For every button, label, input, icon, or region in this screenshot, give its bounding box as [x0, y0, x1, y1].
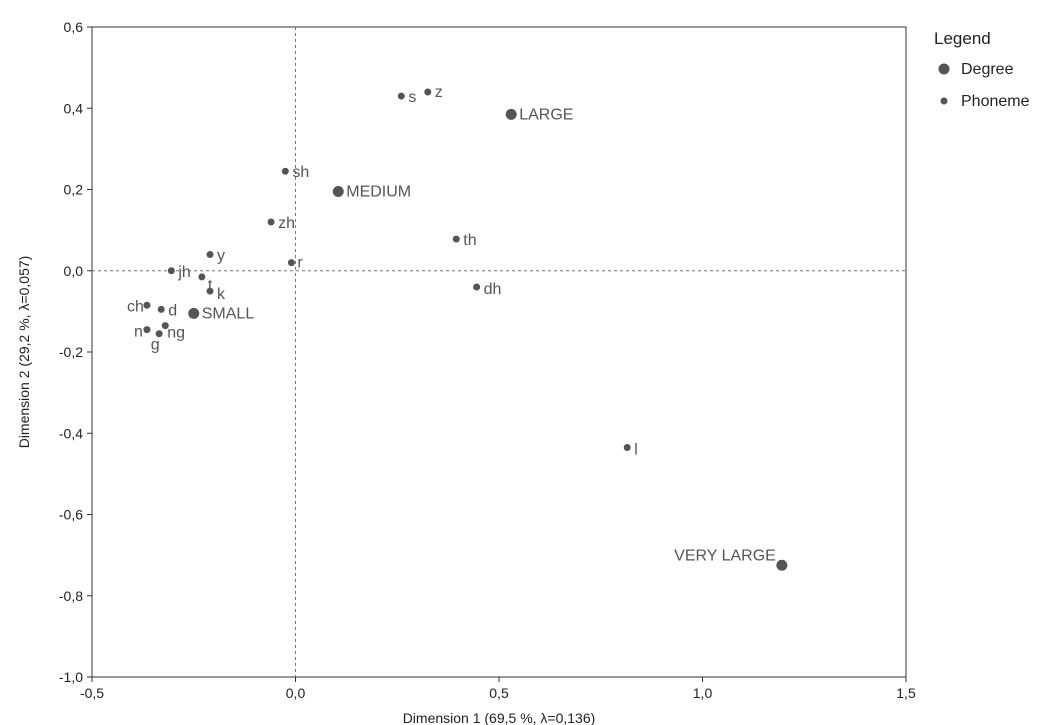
point-medium — [332, 186, 344, 198]
point-y — [206, 251, 214, 258]
point-label-y: y — [217, 248, 225, 265]
x-axis: -0,5 0,0 0,5 1,0 1,5 — [80, 677, 916, 701]
point-label-dh: dh — [484, 281, 502, 298]
point-label-n: n — [134, 324, 143, 341]
point-label-s: s — [408, 89, 416, 106]
point-label-t: t — [208, 277, 213, 294]
point-s — [397, 92, 405, 100]
point-label-g: g — [151, 337, 160, 354]
point-label-sh: sh — [292, 164, 309, 181]
y-tick-label: 0,2 — [64, 182, 84, 198]
legend-label-degree: Degree — [961, 61, 1014, 78]
y-tick-label: 0,0 — [64, 263, 84, 279]
y-tick-label: 0,6 — [64, 19, 84, 35]
point-z — [424, 88, 432, 96]
point-label-small: SMALL — [202, 305, 255, 322]
point-zh — [267, 218, 275, 226]
point-label-very-large: VERY LARGE — [674, 547, 776, 564]
legend-title: Legend — [934, 29, 991, 48]
reference-lines — [92, 27, 906, 677]
y-tick-label: -0,6 — [59, 507, 83, 523]
point-k — [206, 287, 214, 295]
y-axis: 0,6 0,4 0,2 0,0 -0,2 -0,4 -0,6 -0,8 -1,0 — [59, 19, 92, 685]
point-th — [452, 235, 460, 243]
point-label-zh: zh — [278, 215, 295, 232]
point-large — [505, 108, 517, 120]
y-tick-label: -0,2 — [59, 344, 83, 360]
data-points: SMALL MEDIUM LARGE VERY LARGE s z sh zh th y r jh tk… — [127, 84, 788, 571]
point-label-large: LARGE — [519, 106, 573, 123]
y-tick-label: -0,4 — [59, 425, 83, 441]
x-tick-label: 0,0 — [286, 685, 306, 701]
point-label-d: d — [168, 302, 177, 319]
plot-frame — [91, 26, 907, 678]
x-tick-label: 1,5 — [896, 685, 916, 701]
point-ch — [143, 301, 151, 309]
point-l — [623, 443, 631, 451]
legend: Legend Degree Phoneme — [934, 29, 1030, 110]
point-n — [143, 326, 151, 334]
point-very-large — [776, 559, 788, 571]
point-jh — [167, 267, 175, 275]
legend-label-phoneme: Phoneme — [961, 93, 1030, 110]
x-tick-label: 1,0 — [693, 685, 713, 701]
x-tick-label: 0,5 — [489, 685, 509, 701]
y-tick-label: -0,8 — [59, 588, 83, 604]
point-d — [157, 305, 165, 313]
point-r — [287, 259, 295, 267]
point-ng — [161, 322, 169, 330]
x-axis-title: Dimension 1 (69,5 %, λ=0,136) — [403, 710, 596, 725]
point-g — [155, 330, 163, 338]
point-t — [198, 273, 206, 281]
y-tick-label: 0,4 — [64, 100, 84, 116]
point-label-r: r — [297, 255, 303, 272]
point-label-k: k — [217, 286, 226, 303]
point-label-ng: ng — [167, 325, 185, 342]
x-tick-label: -0,5 — [80, 685, 104, 701]
point-label-l: l — [634, 441, 638, 458]
legend-marker-phoneme — [940, 97, 948, 105]
point-label-jh: jh — [177, 264, 190, 281]
y-axis-title: Dimension 2 (29,2 %, λ=0,057) — [16, 256, 32, 449]
point-label-z: z — [435, 84, 443, 101]
y-tick-label: -1,0 — [59, 669, 83, 685]
point-label-medium: MEDIUM — [346, 184, 411, 201]
point-small — [188, 307, 200, 319]
point-label-th: th — [463, 232, 476, 249]
point-dh — [473, 283, 481, 291]
point-sh — [281, 167, 289, 175]
legend-marker-degree — [938, 63, 950, 75]
point-label-ch: ch — [127, 298, 144, 315]
